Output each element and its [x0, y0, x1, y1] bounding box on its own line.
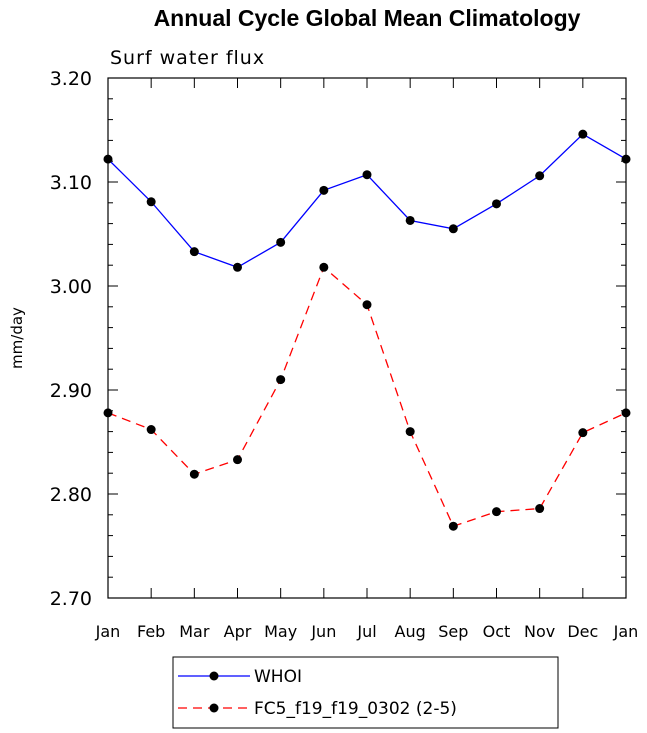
y-tick-label: 2.80	[50, 484, 92, 506]
y-tick-label: 3.10	[50, 172, 92, 194]
legend: WHOI FC5_f19_f19_0302 (2-5)	[172, 656, 559, 729]
x-tick-label: Jan	[95, 622, 121, 641]
chart-title: Annual Cycle Global Mean Climatology	[154, 5, 581, 31]
legend-marker-1	[209, 703, 219, 713]
series-0-point	[103, 154, 113, 164]
y-tick-labels: 2.70 2.80 2.90 3.00 3.10 3.20	[50, 68, 92, 610]
chart-subtitle: Surf water flux	[110, 47, 265, 69]
x-tick-label: Oct	[483, 622, 511, 641]
legend-marker-0	[209, 671, 219, 681]
x-tick-label: Apr	[224, 622, 252, 641]
series-1-point	[276, 375, 286, 385]
x-tick-label: Aug	[395, 622, 426, 641]
series-line-0	[107, 133, 627, 268]
series-1-point	[189, 469, 199, 479]
x-tick-label: Nov	[524, 622, 555, 641]
y-tick-label: 2.90	[50, 380, 92, 402]
x-tick-label: Sep	[438, 622, 468, 641]
legend-label-0: WHOI	[254, 667, 302, 687]
series-1-point	[448, 521, 458, 531]
y-tick-label: 2.70	[50, 588, 92, 610]
legend-box	[172, 656, 559, 729]
series-0-point	[362, 170, 372, 180]
x-tick-labels: Jan Feb Mar Apr May Jun Jul Aug Sep Oct Nov Dec Jan	[95, 622, 639, 641]
series-1-point	[621, 408, 631, 418]
series-1-point	[578, 428, 588, 438]
x-tick-label: Jan	[613, 622, 639, 641]
x-tick-label: Jun	[310, 622, 336, 641]
series-1-point	[319, 262, 329, 272]
series-0-point	[319, 185, 329, 195]
series-0-point	[233, 262, 242, 272]
series-0-point	[578, 129, 588, 139]
y-tick-label: 3.20	[50, 68, 92, 90]
series-0-point	[405, 215, 415, 225]
series-1-point	[103, 408, 113, 418]
series-0-point	[448, 224, 458, 234]
x-tick-label: Feb	[137, 622, 165, 641]
legend-label-1: FC5_f19_f19_0302 (2-5)	[254, 699, 457, 719]
series-1-point	[362, 300, 372, 310]
x-tick-label: Dec	[567, 622, 598, 641]
x-tick-label: Mar	[179, 622, 210, 641]
series-0-point	[535, 171, 545, 181]
series-0-point	[492, 199, 501, 209]
series-0-point	[276, 237, 286, 247]
x-tick-label: May	[264, 622, 297, 641]
plot-frame	[107, 77, 627, 599]
series-1-point	[492, 507, 501, 517]
y-tick-label: 3.00	[50, 276, 92, 298]
series-layer	[103, 129, 631, 531]
axis-ticks	[107, 77, 627, 599]
series-0-point	[621, 154, 631, 164]
x-tick-label: Jul	[356, 622, 376, 641]
series-1-point	[233, 455, 242, 465]
series-1-point	[146, 425, 156, 435]
series-0-point	[189, 247, 199, 257]
series-1-point	[535, 504, 545, 514]
series-1-point	[405, 427, 415, 437]
y-axis-label: mm/day	[8, 307, 26, 369]
series-0-point	[146, 197, 156, 207]
